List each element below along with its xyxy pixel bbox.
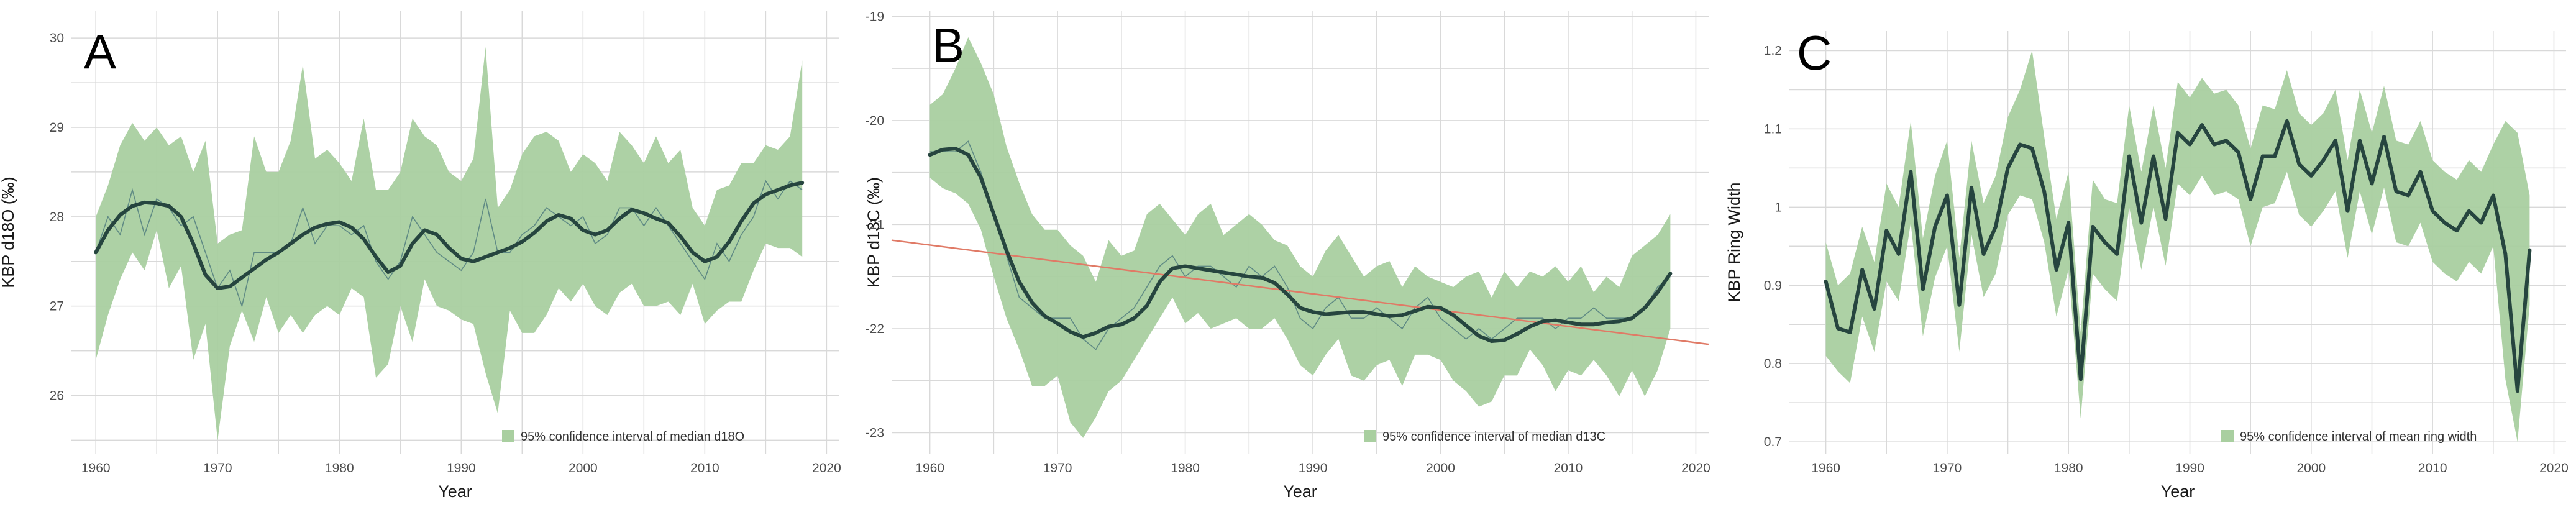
y-tick-label: 1.2 (1764, 43, 1782, 58)
x-tick-label: 1980 (325, 461, 354, 475)
x-tick-label: 2010 (2418, 461, 2447, 475)
y-tick-label: 26 (50, 389, 64, 403)
panel-a: 26 27 28 29 30 1960 1970 1980 1990 2000 2010 2020 Ye… (0, 11, 841, 501)
x-tick-label: 1980 (1171, 461, 1200, 475)
x-tick-label: 1990 (447, 461, 476, 475)
x-tick-label: 2000 (569, 461, 598, 475)
panel-letter: C (1797, 25, 1832, 80)
panel-letter: B (932, 18, 964, 73)
y-tick-label: 29 (50, 121, 64, 135)
x-tick-label: 1970 (1933, 461, 1962, 475)
y-tick-label: 0.7 (1764, 435, 1782, 449)
x-tick-label: 1960 (1811, 461, 1840, 475)
ci-band (1825, 50, 2530, 442)
legend-label: 95% confidence interval of median d18O (521, 430, 744, 444)
x-tick-label: 2000 (1426, 461, 1455, 475)
y-tick-label: -22 (866, 322, 884, 336)
y-tick-label: 1 (1774, 200, 1782, 214)
y-axis-title: KBP d13C (‰) (864, 177, 883, 288)
legend-swatch (2221, 430, 2234, 442)
ci-band (929, 37, 1671, 438)
legend-label: 95% confidence interval of median d13C (1382, 430, 1605, 444)
x-tick-label: 1960 (81, 461, 111, 475)
legend-swatch (502, 430, 514, 442)
annual-median-line (95, 180, 803, 308)
x-tick-label: 1990 (2175, 461, 2204, 475)
panel-b: -23 -22 -21 -20 -19 1960 1970 1980 1990 2000 2010 2… (864, 9, 1710, 501)
x-axis-title: Year (438, 482, 472, 501)
ci-band (96, 47, 803, 441)
x-tick-label: 2000 (2296, 461, 2326, 475)
x-tick-label: 2010 (1554, 461, 1583, 475)
smoothed-line (928, 147, 1673, 344)
y-axis-title: KBP d18O (‰) (0, 176, 17, 288)
y-tick-label: 28 (50, 210, 64, 224)
x-tick-label: 1990 (1299, 461, 1328, 475)
panel-c: 0.7 0.8 0.9 1 1.1 1.2 1960 1970 1980 1990 2000 2010… (1725, 25, 2569, 501)
legend-swatch (1364, 430, 1376, 442)
trend-line (891, 239, 1709, 345)
legend-label: 95% confidence interval of mean ring wid… (2240, 430, 2477, 444)
y-tick-label: 27 (50, 299, 64, 314)
x-tick-label: 1980 (2054, 461, 2083, 475)
x-tick-label: 1960 (915, 461, 944, 475)
panel-letter: A (84, 24, 116, 79)
smoothed-line (94, 181, 805, 290)
y-axis-title: KBP Ring Width (1725, 182, 1743, 302)
x-tick-label: 2020 (2539, 461, 2569, 475)
x-tick-label: 2020 (812, 461, 841, 475)
x-axis-title: Year (2161, 482, 2195, 501)
x-tick-label: 2010 (690, 461, 719, 475)
x-tick-label: 1970 (1043, 461, 1072, 475)
y-tick-label: -20 (866, 114, 884, 128)
y-tick-label: -19 (866, 9, 884, 24)
x-tick-label: 2020 (1681, 461, 1710, 475)
mean-line (1824, 119, 2532, 393)
y-tick-label: 30 (50, 31, 64, 45)
y-tick-label: -21 (866, 217, 884, 232)
y-tick-label: 0.9 (1764, 278, 1782, 293)
y-tick-label: -23 (866, 426, 884, 440)
x-axis-title: Year (1283, 482, 1317, 501)
y-tick-label: 1.1 (1764, 122, 1782, 136)
y-tick-label: 0.8 (1764, 357, 1782, 371)
x-tick-label: 1970 (203, 461, 232, 475)
